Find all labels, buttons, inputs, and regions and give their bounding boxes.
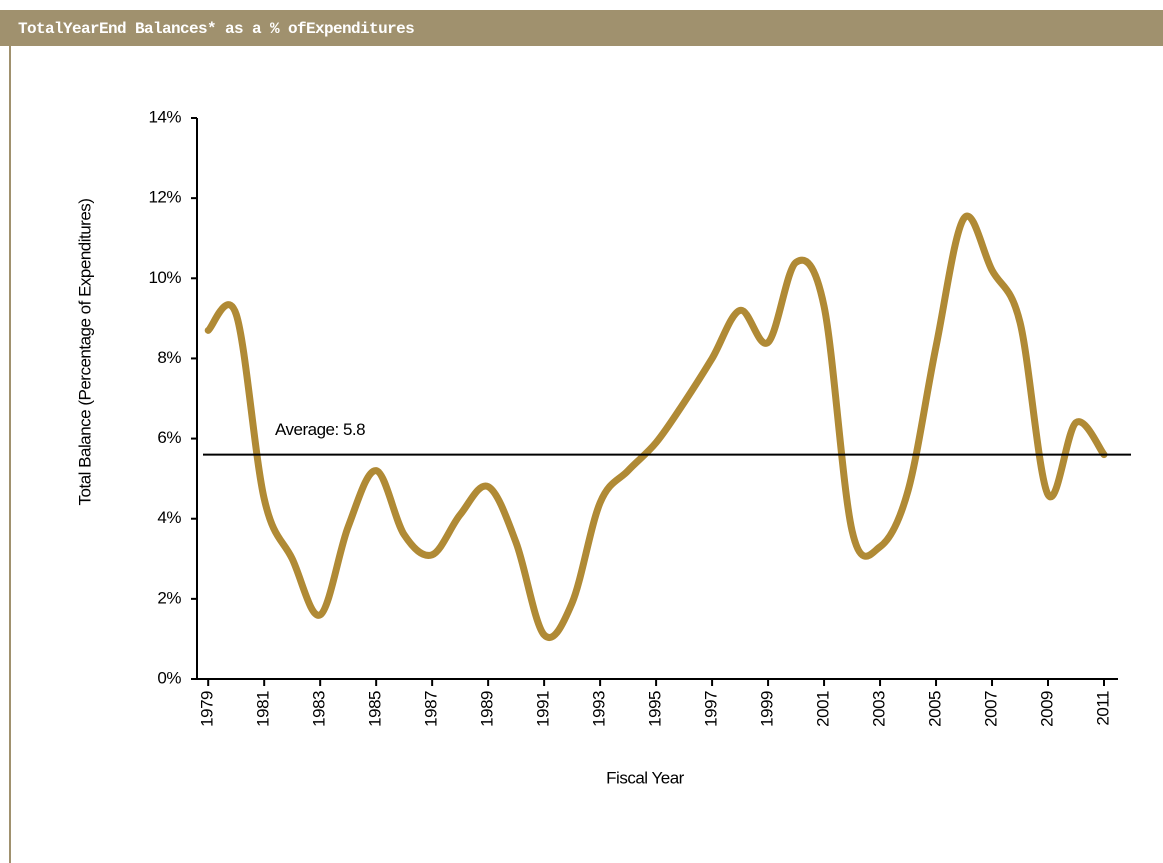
x-tick-label: 2001 <box>814 691 833 727</box>
x-tick-label: 1991 <box>534 691 553 727</box>
x-tick-label: 1981 <box>254 691 273 727</box>
x-tick-label: 2005 <box>926 691 945 727</box>
y-axis-title: Total Balance (Percentage of Expenditure… <box>75 199 94 506</box>
y-tick-label: 4% <box>157 508 181 527</box>
x-tick-label: 1987 <box>422 691 441 727</box>
y-tick-label: 14% <box>148 107 181 126</box>
y-tick-label: 10% <box>148 268 181 287</box>
x-tick-label: 2007 <box>982 691 1001 727</box>
x-tick-label: 1993 <box>590 691 609 727</box>
y-tick-label: 12% <box>148 188 181 207</box>
y-tick-label: 2% <box>157 588 181 607</box>
header-bar: TotalYearEnd Balances* as a % ofExpendit… <box>0 10 1163 46</box>
x-tick-label: 1985 <box>366 691 385 727</box>
x-axis-title: Fiscal Year <box>606 768 684 787</box>
x-tick-label: 1997 <box>702 691 721 727</box>
x-tick-label: 2003 <box>870 691 889 727</box>
data-line <box>204 212 1108 641</box>
x-tick-label: 2009 <box>1037 691 1056 727</box>
x-tick-label: 1995 <box>646 691 665 727</box>
x-tick-label: 2011 <box>1093 691 1112 726</box>
y-tick-label: 0% <box>157 668 181 687</box>
x-tick-label: 1979 <box>198 691 217 727</box>
y-tick-label: 6% <box>157 428 181 447</box>
x-tick-label: 1983 <box>310 691 329 727</box>
x-tick-label: 1999 <box>758 691 777 727</box>
y-tick-label: 8% <box>157 348 181 367</box>
average-label: Average: 5.8 <box>275 420 365 439</box>
panel-title: TotalYearEnd Balances* as a % ofExpendit… <box>18 20 415 38</box>
x-tick-label: 1989 <box>478 691 497 727</box>
panel-border <box>9 46 11 863</box>
